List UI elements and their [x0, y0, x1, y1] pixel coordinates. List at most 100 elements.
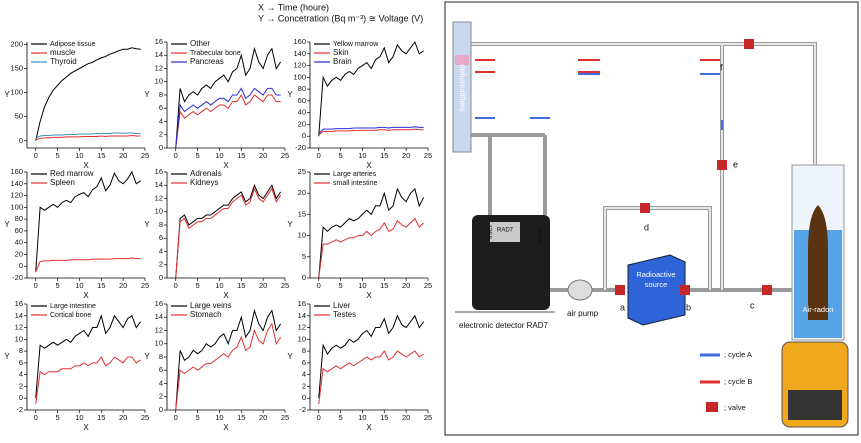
chart: -2 0 2 4 6 8 10 12 14 16 0 5 10 15 20 25 X Y Large intesti…	[4, 299, 149, 432]
legend-label: Pancreas	[190, 57, 224, 66]
y-axis-label: Y	[144, 220, 150, 229]
y-tick-label: 0	[159, 405, 163, 414]
x-tick-label: 0	[174, 281, 178, 290]
y-tick-label: 80	[298, 84, 306, 93]
arrow	[475, 73, 723, 130]
legend-label: muscle	[50, 48, 76, 57]
y-tick-label: 12	[155, 193, 163, 202]
series-line	[318, 187, 425, 279]
series-line	[175, 93, 281, 149]
x-tick-label: 15	[380, 281, 388, 290]
chart: -20 0 20 40 60 80 100 120 140 160 0 5 10 15 20 25 X Y Red …	[4, 167, 149, 300]
x-tick-label: 20	[402, 281, 410, 290]
y-tick-label: 16	[15, 299, 23, 308]
series-line	[318, 350, 424, 405]
x-tick-label: 15	[237, 413, 245, 422]
x-tick-label: 25	[141, 281, 149, 290]
x-axis-label: X	[83, 423, 89, 432]
y-tick-label: 25	[298, 167, 306, 176]
y-axis-label: Y	[287, 90, 293, 99]
legend-label: Large intestine	[50, 303, 96, 310]
x-tick-label: 0	[174, 413, 178, 422]
series-line	[175, 308, 282, 411]
y-tick-label: 8	[159, 220, 163, 229]
air-pump	[567, 279, 593, 301]
valve	[744, 39, 754, 49]
x-tick-label: 15	[237, 151, 245, 160]
legend-label: Adrenals	[190, 169, 222, 178]
series-line	[175, 187, 282, 279]
x-axis-label: X	[223, 291, 229, 300]
y-tick-label: 8	[159, 352, 163, 361]
y-tick-label: 16	[155, 299, 163, 308]
y-tick-label: 0	[19, 393, 23, 402]
y-tick-label: 80	[15, 214, 23, 223]
y-note: Y → Concetration (Bq m⁻³) ≅ Voltage (V)	[258, 13, 423, 23]
y-tick-label: 8	[302, 346, 306, 355]
x-tick-label: 25	[424, 281, 432, 290]
y-tick-label: 2	[159, 260, 163, 269]
x-tick-label: 15	[97, 413, 105, 422]
y-tick-label: 0	[19, 136, 23, 145]
y-tick-label: 4	[159, 378, 163, 387]
y-tick-label: 160	[10, 167, 23, 176]
rad7-plate	[490, 222, 520, 242]
legend-label: Testes	[333, 310, 356, 319]
series-line	[35, 170, 141, 273]
y-axis-label: Y	[287, 352, 293, 361]
x-tick-label: 25	[281, 281, 289, 290]
legend-label: Trabecular bone	[190, 50, 241, 57]
y-tick-label: 140	[293, 49, 306, 58]
arrows	[475, 59, 723, 384]
legend-label: Spleen	[50, 178, 75, 187]
x-axis-label: X	[223, 423, 229, 432]
legend-label: Large arteries	[333, 171, 377, 178]
y-tick-label: 14	[155, 180, 163, 189]
y-tick-label: 150	[10, 63, 23, 72]
legend-label: Other	[190, 39, 210, 48]
x-axis-label: X	[83, 291, 89, 300]
x-tick-label: 5	[339, 281, 343, 290]
x-axis-label: X	[366, 423, 372, 432]
x-tick-label: 10	[358, 413, 366, 422]
detector-label: electronic detector RAD7	[459, 321, 548, 330]
series-line	[35, 134, 141, 141]
x-tick-label: 5	[339, 151, 343, 160]
y-tick-label: 40	[298, 108, 306, 117]
y-tick-label: 60	[298, 96, 306, 105]
dehumidifier-label: dehumidifiers	[458, 64, 467, 112]
stirrer-panel	[788, 390, 842, 420]
legend-label: Stomach	[190, 310, 222, 319]
x-tick-label: 20	[259, 281, 267, 290]
diagram: dehumidifiers inlet outlet RAD7 electron…	[444, 1, 859, 436]
legend-label: Adipose tissue	[50, 41, 96, 48]
series-line	[318, 126, 424, 135]
y-tick-label: 20	[298, 188, 306, 197]
x-tick-label: 0	[174, 151, 178, 160]
y-tick-label: 14	[298, 311, 306, 320]
x-tick-label: 10	[215, 281, 223, 290]
y-tick-label: 10	[15, 334, 23, 343]
y-axis-label: Y	[4, 220, 10, 229]
x-tick-label: 20	[259, 151, 267, 160]
y-tick-label: 0	[302, 393, 306, 402]
y-tick-label: 4	[302, 370, 306, 379]
valve	[640, 203, 650, 213]
series-line	[175, 87, 281, 149]
y-tick-label: 16	[298, 299, 306, 308]
legend-label: ; cycle A	[724, 350, 752, 359]
x-axis-label: X	[223, 161, 229, 170]
x-tick-label: 20	[402, 151, 410, 160]
x-tick-label: 10	[75, 281, 83, 290]
x-tick-label: 0	[317, 413, 321, 422]
y-tick-label: 2	[159, 392, 163, 401]
y-tick-label: 4	[159, 246, 163, 255]
x-tick-label: 25	[424, 151, 432, 160]
y-tick-label: 14	[155, 50, 163, 59]
x-tick-label: 10	[215, 413, 223, 422]
dehumidifier-band	[455, 55, 469, 65]
legend-label: Kidneys	[190, 178, 218, 187]
x-tick-label: 10	[75, 413, 83, 422]
y-tick-label: 6	[19, 358, 23, 367]
y-tick-label: 0	[302, 131, 306, 140]
